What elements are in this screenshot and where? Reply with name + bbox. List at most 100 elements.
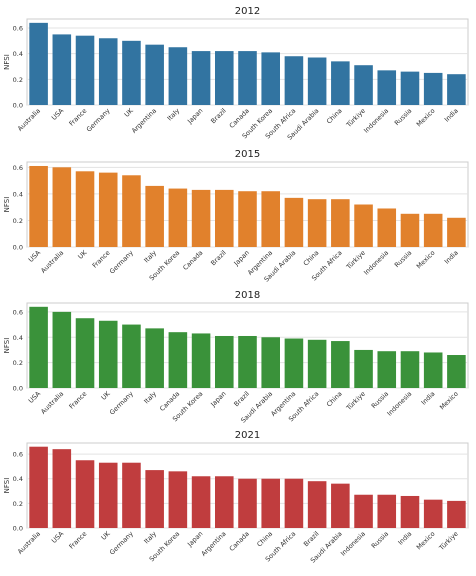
bar bbox=[145, 328, 164, 388]
bar bbox=[354, 349, 373, 388]
x-tick-label: Indonesia bbox=[362, 249, 390, 277]
x-tick-label: Germany bbox=[108, 530, 135, 557]
x-tick-label: Japan bbox=[209, 390, 228, 409]
x-tick-label: USA bbox=[50, 106, 66, 122]
x-tick-label: Italy bbox=[142, 390, 158, 406]
x-tick-label: China bbox=[302, 249, 321, 268]
x-tick-label: Mexico bbox=[415, 107, 437, 129]
bar bbox=[307, 199, 327, 247]
bar bbox=[145, 44, 164, 105]
x-tick-label: China bbox=[325, 107, 344, 126]
x-tick-label: Australia bbox=[39, 249, 65, 275]
x-tick-label: India bbox=[420, 390, 437, 407]
x-tick-label: Germany bbox=[85, 107, 112, 134]
x-tick-label: Japan bbox=[185, 107, 204, 126]
x-tick-label: Türkiye bbox=[344, 107, 367, 130]
y-tick-label: 0.4 bbox=[13, 190, 23, 198]
bar bbox=[423, 499, 443, 528]
y-axis-label: NFSI bbox=[3, 478, 11, 494]
y-tick-label: 0.4 bbox=[13, 475, 23, 483]
bar bbox=[307, 481, 327, 528]
bar bbox=[98, 172, 118, 247]
bar bbox=[400, 351, 420, 388]
bar bbox=[447, 355, 466, 388]
bar bbox=[377, 208, 397, 247]
x-tick-label: Australia bbox=[16, 530, 42, 556]
bar bbox=[377, 351, 397, 388]
bar bbox=[261, 191, 280, 247]
bar bbox=[75, 460, 95, 528]
bar bbox=[400, 71, 420, 105]
bar bbox=[29, 22, 48, 105]
bar bbox=[29, 165, 48, 247]
y-tick-label: 0.6 bbox=[13, 24, 23, 32]
x-tick-label: UK bbox=[76, 248, 89, 261]
x-tick-label: Japan bbox=[185, 530, 204, 549]
bar bbox=[75, 171, 95, 247]
bar bbox=[122, 40, 141, 106]
bar bbox=[75, 318, 95, 388]
x-tick-label: Germany bbox=[108, 249, 135, 276]
x-tick-label: Argentina bbox=[130, 107, 158, 135]
x-tick-label: Türkiye bbox=[344, 249, 367, 272]
x-tick-label: Brazil bbox=[232, 390, 251, 409]
bar bbox=[122, 175, 141, 247]
bar bbox=[354, 494, 373, 528]
bar bbox=[122, 324, 141, 388]
bar bbox=[191, 189, 211, 247]
bar bbox=[215, 335, 234, 388]
x-tick-label: UK bbox=[100, 389, 113, 402]
y-tick-label: 0.0 bbox=[13, 525, 23, 533]
x-tick-label: Italy bbox=[166, 107, 182, 123]
x-tick-label: UK bbox=[100, 529, 113, 542]
bar bbox=[238, 478, 257, 528]
y-tick-label: 0.0 bbox=[13, 244, 23, 252]
bar bbox=[423, 72, 443, 105]
bar bbox=[238, 335, 257, 388]
bar bbox=[145, 470, 164, 528]
x-tick-label: Russia bbox=[370, 390, 390, 410]
x-tick-label: India bbox=[396, 530, 413, 547]
x-tick-label: Russia bbox=[393, 249, 413, 269]
x-tick-label: Brazil bbox=[209, 249, 228, 268]
bar bbox=[400, 213, 420, 247]
y-tick-label: 0.0 bbox=[13, 102, 23, 110]
y-tick-label: 0.2 bbox=[13, 359, 23, 367]
bar bbox=[98, 38, 118, 105]
bar bbox=[423, 352, 443, 388]
x-tick-label: USA bbox=[27, 389, 43, 405]
bar bbox=[284, 56, 304, 105]
bar bbox=[215, 51, 234, 105]
bar bbox=[331, 61, 350, 105]
y-tick-label: 0.6 bbox=[13, 164, 23, 172]
bar bbox=[29, 446, 48, 528]
bar bbox=[377, 70, 397, 105]
x-tick-label: USA bbox=[27, 248, 43, 264]
bar bbox=[52, 167, 72, 247]
bar bbox=[400, 495, 420, 528]
bar bbox=[423, 213, 443, 247]
x-tick-label: Mexico bbox=[438, 390, 460, 412]
x-tick-label: Brazil bbox=[209, 107, 228, 126]
x-tick-label: Australia bbox=[16, 107, 42, 133]
bar bbox=[98, 462, 118, 528]
x-tick-label: Russia bbox=[393, 107, 413, 127]
x-tick-label: Canada bbox=[228, 530, 251, 553]
x-tick-label: Indonesia bbox=[362, 107, 390, 135]
x-tick-label: Italy bbox=[142, 530, 158, 546]
y-tick-label: 0.4 bbox=[13, 334, 23, 342]
chart-title: 2021 bbox=[235, 430, 260, 441]
x-tick-label: Russia bbox=[370, 530, 390, 550]
y-tick-label: 0.4 bbox=[13, 50, 23, 58]
bar bbox=[29, 306, 48, 388]
x-tick-label: Mexico bbox=[415, 249, 437, 271]
x-tick-label: USA bbox=[50, 529, 66, 545]
bar bbox=[331, 341, 350, 388]
bar bbox=[52, 311, 72, 388]
bar bbox=[238, 51, 257, 105]
x-tick-label: Türkiye bbox=[344, 390, 367, 413]
x-tick-label: Türkiye bbox=[437, 530, 460, 553]
